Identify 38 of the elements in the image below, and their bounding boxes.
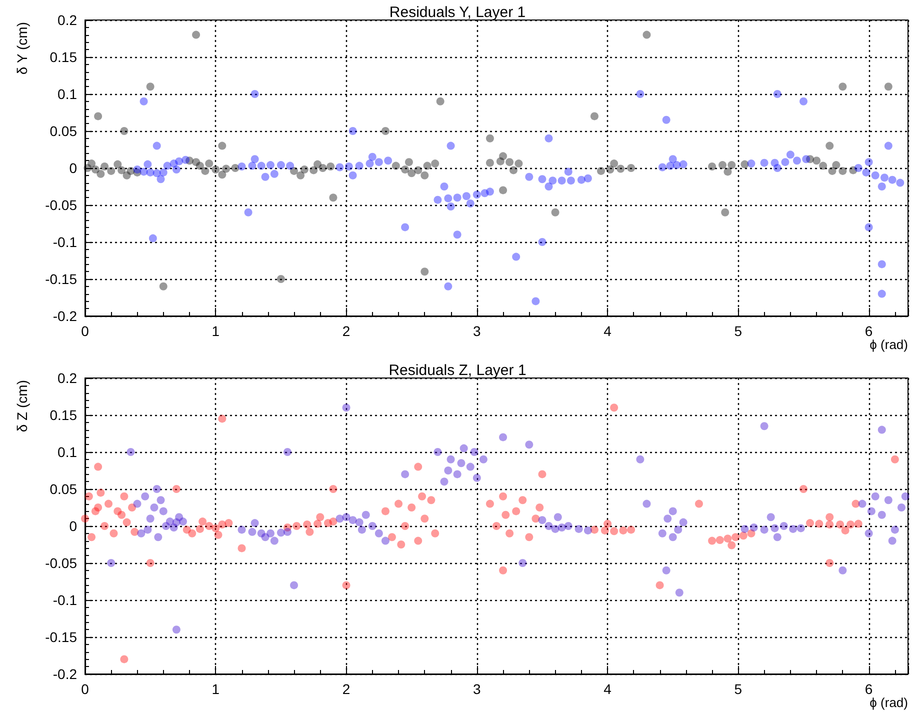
y-tick-label: 0.2 xyxy=(58,370,78,386)
x-tick-label: 6 xyxy=(864,681,873,697)
y-tick-label: 0.05 xyxy=(50,481,78,497)
x-tick-label: 1 xyxy=(212,323,220,339)
y-tick-label: 0.15 xyxy=(50,407,78,423)
x-tick-label: 2 xyxy=(342,323,350,339)
x-tick-label: 1 xyxy=(212,681,220,697)
x-tick-label: 3 xyxy=(473,681,482,697)
y-tick-label: -0.1 xyxy=(52,234,78,250)
x-tick-label: 5 xyxy=(734,323,742,339)
x-axis-title: ϕ (rad) xyxy=(870,695,908,710)
y-tick-label: 0 xyxy=(69,160,78,176)
y-tick-label: -0.15 xyxy=(45,629,78,645)
y-axis-title: δ Z (cm) xyxy=(14,380,30,432)
y-tick-label: 0.05 xyxy=(50,123,78,139)
y-tick-label: 0.1 xyxy=(58,444,78,460)
y-tick-label: 0 xyxy=(69,518,78,534)
x-tick-label: 3 xyxy=(473,323,482,339)
x-axis-title: ϕ (rad) xyxy=(870,337,908,352)
chart-title: Residuals Y, Layer 1 xyxy=(389,4,526,21)
chart-title: Residuals Z, Layer 1 xyxy=(388,362,526,379)
x-tick-label: 4 xyxy=(604,323,612,339)
x-tick-label: 2 xyxy=(342,681,350,697)
y-tick-label: 0.15 xyxy=(50,49,78,65)
y-axis-title: δ Y (cm) xyxy=(14,22,30,75)
y-tick-label: -0.05 xyxy=(45,555,78,571)
x-tick-label: 5 xyxy=(734,681,742,697)
y-tick-label: 0.1 xyxy=(58,86,78,102)
y-tick-label: 0.2 xyxy=(58,12,78,28)
y-tick-label: -0.1 xyxy=(52,592,78,608)
x-tick-label: 4 xyxy=(604,681,612,697)
y-tick-label: -0.2 xyxy=(52,308,78,324)
y-tick-label: -0.05 xyxy=(45,197,78,213)
x-tick-label: 0 xyxy=(81,323,90,339)
y-tick-label: -0.15 xyxy=(45,271,78,287)
x-tick-label: 6 xyxy=(864,323,873,339)
y-tick-label: -0.2 xyxy=(52,666,78,682)
x-tick-label: 0 xyxy=(81,681,90,697)
